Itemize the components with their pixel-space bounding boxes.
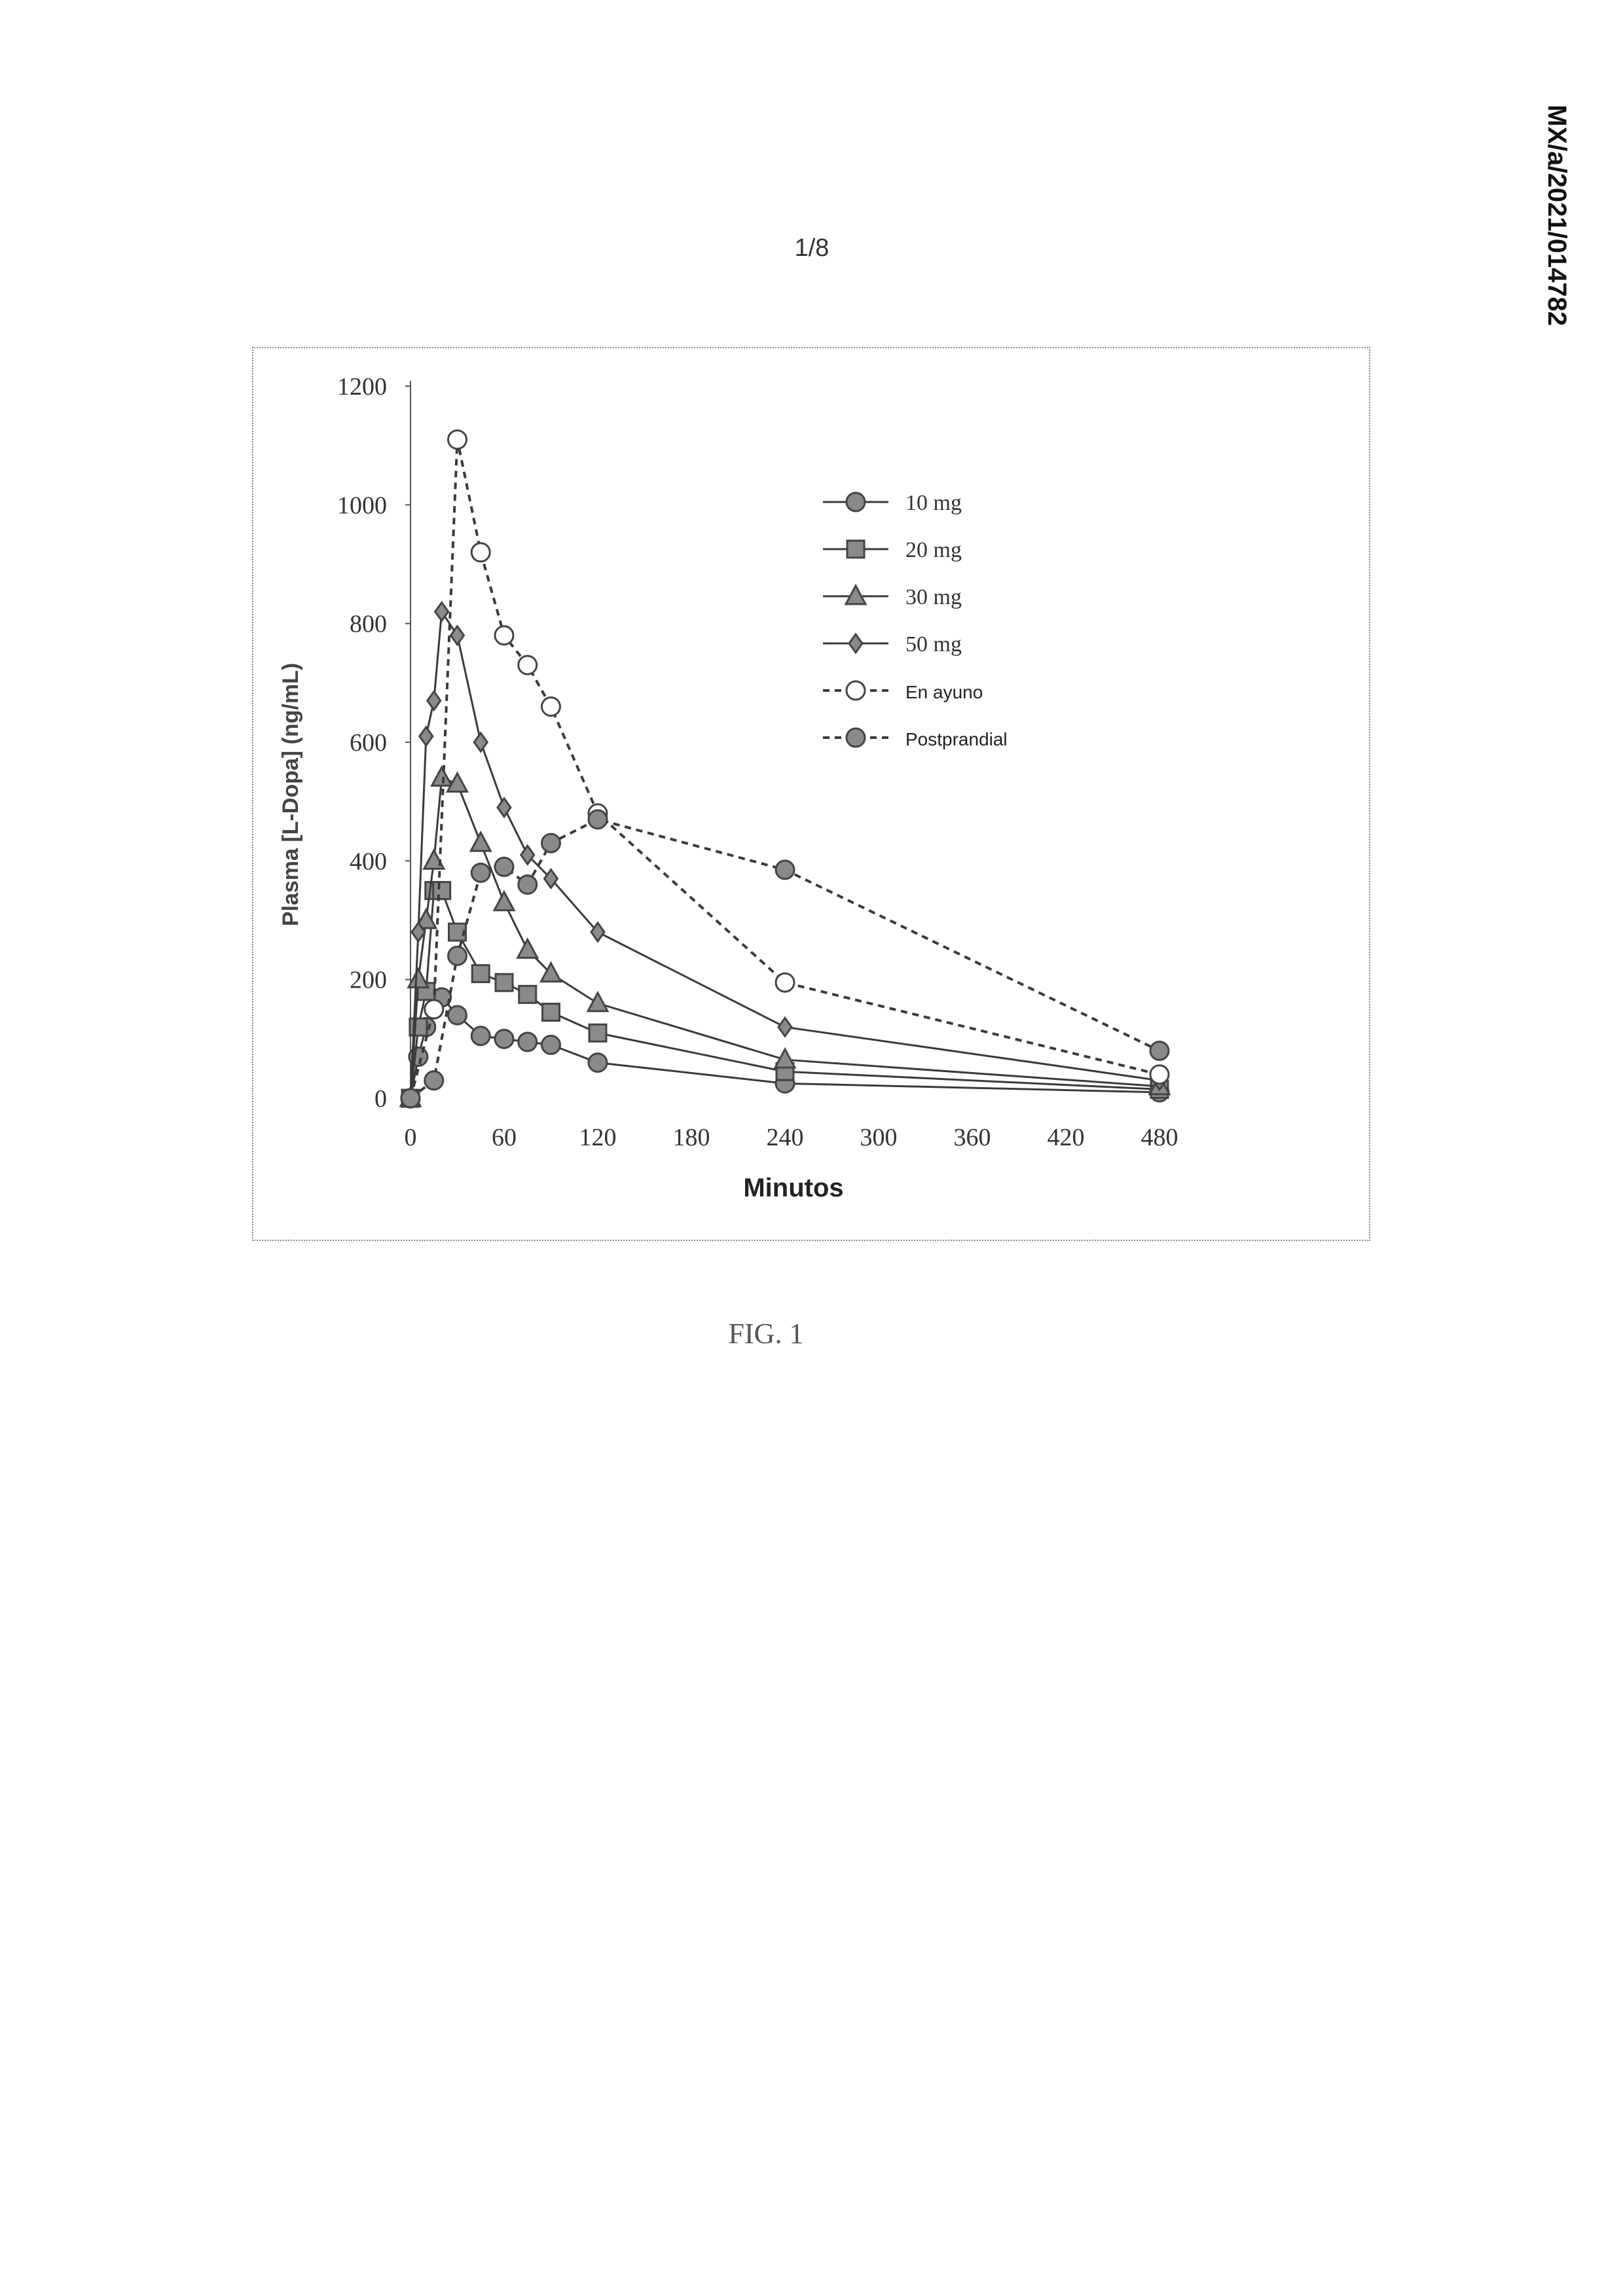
data-point-20-mg <box>410 1018 427 1035</box>
legend-item-50-mg: 50 mg <box>823 632 962 656</box>
data-point-50-mg <box>420 727 433 745</box>
legend-marker <box>849 634 862 653</box>
data-point-en-ayuno <box>448 431 467 449</box>
data-point-postprandial <box>401 1089 420 1107</box>
data-point-30-mg <box>588 993 608 1011</box>
y-tick-label: 1000 <box>337 492 387 519</box>
x-tick-label: 60 <box>492 1124 517 1151</box>
x-tick-label: 420 <box>1048 1124 1085 1151</box>
data-point-10-mg <box>448 1006 467 1024</box>
data-point-50-mg <box>778 1018 792 1036</box>
y-tick-label: 800 <box>350 611 387 638</box>
data-point-postprandial <box>495 857 513 876</box>
legend-label: Postprandial <box>905 729 1008 749</box>
data-point-20-mg <box>496 974 513 991</box>
legend-label: 10 mg <box>905 491 962 515</box>
legend-marker <box>847 493 865 511</box>
y-tick-label: 600 <box>350 729 387 757</box>
data-point-10-mg <box>495 1030 513 1048</box>
x-tick-label: 120 <box>579 1124 617 1151</box>
data-point-50-mg <box>498 798 511 817</box>
page-number: 1/8 <box>773 234 851 262</box>
series-50-mg <box>404 603 1166 1107</box>
data-point-en-ayuno <box>776 973 794 992</box>
series-layer <box>401 431 1169 1107</box>
legend-marker <box>847 728 865 747</box>
x-tick-label: 0 <box>405 1124 417 1151</box>
data-point-10-mg <box>519 1033 537 1051</box>
data-point-50-mg <box>474 733 487 751</box>
data-point-postprandial <box>776 861 794 879</box>
data-point-postprandial <box>589 810 607 829</box>
legend-label: 30 mg <box>905 585 962 609</box>
data-point-en-ayuno <box>542 698 560 716</box>
legend: 10 mg 20 mg 30 mg 50 mg En ayuno Postprandial <box>823 491 1008 749</box>
data-point-10-mg <box>471 1027 490 1045</box>
pk-line-chart: 0 200 400 600 800 1000 1200 0 60 120 180 240 300 360 4… <box>253 348 1372 1242</box>
series-en-ayuno <box>401 431 1169 1107</box>
legend-item-en-ayuno: En ayuno <box>823 681 983 702</box>
axes: 0 200 400 600 800 1000 1200 0 60 120 180 240 300 360 4… <box>337 373 1178 1151</box>
series-20-mg <box>402 882 1168 1107</box>
legend-marker <box>846 586 866 604</box>
data-point-50-mg <box>428 692 441 710</box>
data-point-20-mg <box>543 1004 560 1021</box>
x-tick-label: 480 <box>1141 1124 1178 1151</box>
x-tick-label: 180 <box>673 1124 710 1151</box>
data-point-30-mg <box>494 892 514 910</box>
data-point-50-mg <box>521 846 534 864</box>
y-axis-label: Plasma [L-Dopa] (ng/mL) <box>278 663 303 926</box>
y-tick-label: 200 <box>350 967 387 994</box>
chart-frame: 0 200 400 600 800 1000 1200 0 60 120 180 240 300 360 4… <box>252 347 1370 1241</box>
y-tick-label: 0 <box>374 1085 387 1113</box>
data-point-30-mg <box>518 939 538 958</box>
data-point-postprandial <box>471 863 490 882</box>
legend-marker <box>847 541 864 558</box>
legend-item-20-mg: 20 mg <box>823 538 962 562</box>
y-tick-label: 400 <box>350 848 387 875</box>
data-point-en-ayuno <box>471 543 490 562</box>
series-30-mg <box>401 767 1169 1106</box>
y-tick-label: 1200 <box>337 373 387 401</box>
data-point-en-ayuno <box>495 626 513 645</box>
data-point-20-mg <box>472 965 489 982</box>
x-tick-label: 240 <box>767 1124 804 1151</box>
data-point-10-mg <box>542 1035 560 1054</box>
data-point-postprandial <box>519 876 537 894</box>
data-point-en-ayuno <box>1150 1066 1169 1084</box>
legend-marker <box>847 681 865 700</box>
legend-item-30-mg: 30 mg <box>823 585 962 609</box>
legend-item-10-mg: 10 mg <box>823 491 962 515</box>
data-point-postprandial <box>542 834 560 852</box>
data-point-postprandial <box>425 1071 443 1090</box>
data-point-en-ayuno <box>425 1000 443 1018</box>
data-point-20-mg <box>589 1024 606 1041</box>
data-point-30-mg <box>432 767 452 785</box>
data-point-30-mg <box>471 833 490 851</box>
data-point-30-mg <box>409 969 428 988</box>
figure-caption: FIG. 1 <box>681 1317 851 1350</box>
data-point-en-ayuno <box>519 656 537 674</box>
data-point-postprandial <box>448 946 467 965</box>
legend-item-postprandial: Postprandial <box>823 728 1008 749</box>
data-point-postprandial <box>1150 1041 1169 1060</box>
data-point-10-mg <box>589 1054 607 1072</box>
x-tick-label: 300 <box>860 1124 898 1151</box>
legend-label: En ayuno <box>905 682 983 702</box>
document-id: MX/a/2021/014782 <box>1532 105 1571 367</box>
data-point-20-mg <box>519 986 536 1003</box>
legend-label: 50 mg <box>905 632 962 656</box>
x-axis-label: Minutos <box>743 1174 843 1202</box>
x-tick-label: 360 <box>954 1124 991 1151</box>
legend-label: 20 mg <box>905 538 962 562</box>
data-point-20-mg <box>433 882 450 899</box>
